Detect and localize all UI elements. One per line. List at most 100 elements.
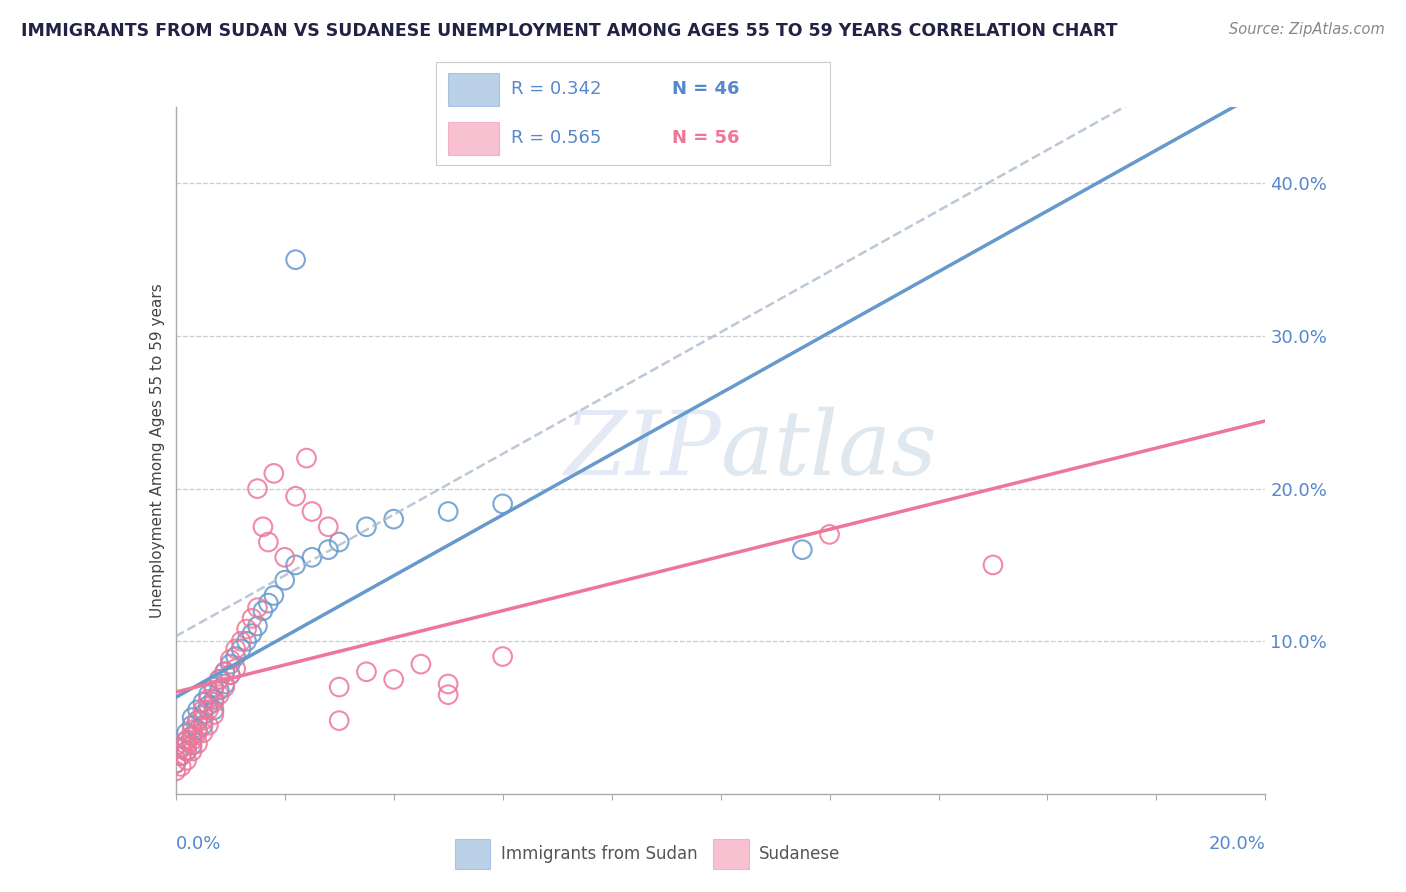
- Point: [181, 744, 204, 758]
- Text: ZIP: ZIP: [564, 407, 721, 494]
- Text: N = 46: N = 46: [672, 80, 740, 98]
- Text: 0.0%: 0.0%: [176, 835, 221, 853]
- Point: [186, 737, 209, 751]
- Point: [191, 726, 214, 740]
- Point: [197, 688, 219, 702]
- Point: [301, 504, 323, 518]
- Point: [284, 489, 307, 503]
- Point: [170, 741, 193, 756]
- Point: [176, 726, 198, 740]
- Point: [437, 688, 460, 702]
- Point: [382, 673, 405, 687]
- Point: [191, 714, 214, 728]
- Point: [284, 558, 307, 572]
- Point: [202, 692, 225, 706]
- Y-axis label: Unemployment Among Ages 55 to 59 years: Unemployment Among Ages 55 to 59 years: [149, 283, 165, 618]
- Point: [214, 665, 236, 679]
- Point: [295, 451, 318, 466]
- Text: Source: ZipAtlas.com: Source: ZipAtlas.com: [1229, 22, 1385, 37]
- Point: [219, 657, 242, 672]
- Text: N = 56: N = 56: [672, 129, 740, 147]
- Point: [191, 703, 214, 717]
- Point: [284, 252, 307, 267]
- Point: [181, 710, 204, 724]
- Point: [219, 668, 242, 682]
- Point: [240, 611, 263, 625]
- Point: [274, 573, 297, 587]
- Point: [263, 589, 285, 603]
- Point: [382, 512, 405, 526]
- Point: [235, 622, 257, 636]
- Point: [191, 695, 214, 709]
- Point: [202, 707, 225, 722]
- Point: [214, 665, 236, 679]
- Point: [240, 626, 263, 640]
- Point: [492, 649, 515, 664]
- Point: [197, 692, 219, 706]
- Point: [202, 695, 225, 709]
- Point: [186, 703, 209, 717]
- Point: [274, 550, 297, 565]
- Text: 20.0%: 20.0%: [1209, 835, 1265, 853]
- Point: [170, 741, 193, 756]
- Point: [208, 683, 231, 698]
- Point: [176, 744, 198, 758]
- Point: [214, 677, 236, 691]
- Point: [181, 733, 204, 747]
- Point: [176, 738, 198, 752]
- Point: [231, 641, 253, 656]
- Point: [208, 688, 231, 702]
- Point: [181, 738, 204, 752]
- Point: [197, 703, 219, 717]
- Text: Sudanese: Sudanese: [759, 845, 839, 863]
- Point: [191, 718, 214, 732]
- Point: [186, 714, 209, 728]
- Point: [165, 764, 187, 778]
- Point: [165, 756, 187, 771]
- Point: [328, 714, 350, 728]
- Point: [176, 733, 198, 747]
- Point: [165, 756, 187, 771]
- Point: [214, 680, 236, 694]
- Point: [356, 665, 378, 679]
- Point: [181, 729, 204, 743]
- Point: [246, 482, 269, 496]
- Point: [818, 527, 841, 541]
- Point: [328, 535, 350, 549]
- Point: [225, 641, 247, 656]
- Point: [231, 634, 253, 648]
- Point: [235, 634, 257, 648]
- Point: [356, 520, 378, 534]
- Point: [186, 723, 209, 737]
- Point: [170, 759, 193, 773]
- Point: [176, 753, 198, 767]
- Point: [202, 683, 225, 698]
- Point: [186, 726, 209, 740]
- Point: [202, 680, 225, 694]
- Point: [208, 673, 231, 687]
- Point: [181, 729, 204, 743]
- Point: [186, 714, 209, 728]
- Point: [170, 748, 193, 763]
- Point: [981, 558, 1004, 572]
- Point: [170, 748, 193, 763]
- Point: [246, 600, 269, 615]
- Point: [263, 467, 285, 481]
- Point: [437, 677, 460, 691]
- Point: [219, 652, 242, 666]
- Point: [318, 520, 340, 534]
- Point: [197, 698, 219, 713]
- Point: [792, 542, 814, 557]
- Text: R = 0.565: R = 0.565: [510, 129, 600, 147]
- Point: [176, 744, 198, 758]
- Point: [257, 535, 280, 549]
- Point: [252, 604, 274, 618]
- Point: [257, 596, 280, 610]
- Bar: [456, 838, 491, 869]
- Point: [492, 497, 515, 511]
- Point: [409, 657, 432, 672]
- Point: [318, 542, 340, 557]
- Text: Immigrants from Sudan: Immigrants from Sudan: [501, 845, 697, 863]
- Point: [328, 680, 350, 694]
- Text: IMMIGRANTS FROM SUDAN VS SUDANESE UNEMPLOYMENT AMONG AGES 55 TO 59 YEARS CORRELA: IMMIGRANTS FROM SUDAN VS SUDANESE UNEMPL…: [21, 22, 1118, 40]
